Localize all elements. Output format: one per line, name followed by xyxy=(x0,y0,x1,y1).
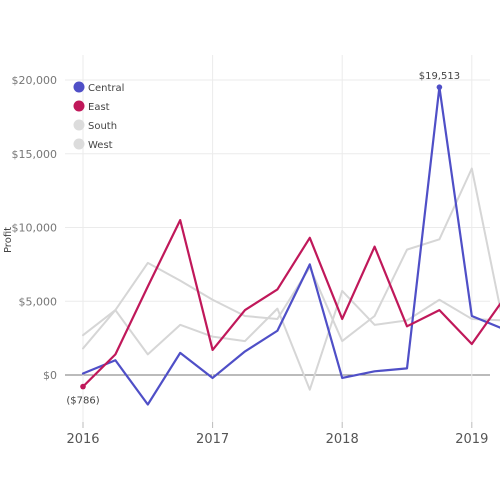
legend-item-south[interactable]: South xyxy=(73,119,118,133)
y-tick-label: $0 xyxy=(43,369,57,382)
legend-label: East xyxy=(88,102,110,113)
legend-label: West xyxy=(88,140,113,151)
axes: $0 $5,000 $10,000 $15,000 $20,000 2016 2017 201… xyxy=(12,74,489,447)
x-tick-label: 2017 xyxy=(196,432,229,447)
x-tick-label: 2018 xyxy=(326,432,359,447)
legend-item-west[interactable]: West xyxy=(73,138,113,152)
x-tick-label: 2016 xyxy=(66,432,99,447)
legend[interactable]: Central East South West xyxy=(73,81,125,152)
data-label: $19,513 xyxy=(419,71,460,82)
gridlines xyxy=(65,55,490,422)
legend-swatch xyxy=(73,138,85,150)
legend-label: Central xyxy=(88,83,124,94)
x-tick-label: 2019 xyxy=(455,432,488,447)
y-axis-label: Profit xyxy=(3,227,14,253)
legend-swatch xyxy=(73,81,85,93)
data-label: ($786) xyxy=(66,396,99,407)
legend-swatch xyxy=(73,119,85,131)
series-line-central[interactable] xyxy=(81,86,500,407)
y-tick-label: $5,000 xyxy=(19,295,58,308)
data-point-marker[interactable] xyxy=(80,383,86,390)
y-tick-label: $15,000 xyxy=(12,148,58,161)
data-labels: $19,513$20,253($786)($2,159) xyxy=(66,71,460,407)
series-line-west[interactable] xyxy=(82,149,500,343)
series-line-east[interactable] xyxy=(81,76,500,388)
legend-item-east[interactable]: East xyxy=(73,100,110,114)
y-tick-label: $20,000 xyxy=(12,74,58,87)
series-lines xyxy=(81,76,500,407)
legend-swatch xyxy=(73,100,85,112)
data-point-marker[interactable] xyxy=(436,84,443,90)
series-line-south[interactable] xyxy=(82,289,500,405)
y-tick-label: $10,000 xyxy=(12,222,58,235)
legend-item-central[interactable]: Central xyxy=(73,81,125,95)
legend-label: South xyxy=(88,121,117,132)
